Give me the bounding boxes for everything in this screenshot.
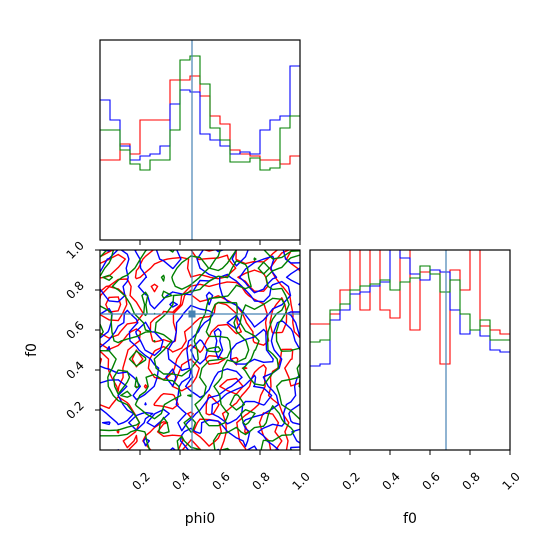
x-tick-label: 0.6 bbox=[209, 469, 232, 492]
x-tick-label: 0.4 bbox=[379, 469, 402, 492]
histogram-phi0 bbox=[99, 39, 301, 245]
contour-phi0-f0: 0.2 0.4 0.6 0.8 1.0 0.2 0.4 0.6 0.8 1.0 bbox=[63, 238, 312, 492]
x-tick-label: 0.2 bbox=[339, 469, 362, 492]
truth-marker bbox=[188, 310, 196, 318]
x-tick-label: 0.4 bbox=[169, 469, 192, 492]
histogram-f0: 0.2 0.4 0.6 0.8 1.0 bbox=[309, 249, 523, 493]
x-tick-label: 0.8 bbox=[249, 469, 272, 492]
hist-series-green bbox=[100, 55, 300, 171]
hist-series-green bbox=[310, 265, 510, 343]
x-tick-label: 1.0 bbox=[499, 469, 522, 492]
x-tick-label: 0.8 bbox=[459, 469, 482, 492]
y-tick-label: 0.8 bbox=[63, 278, 86, 301]
y-tick-label: 1.0 bbox=[63, 238, 86, 261]
xlabel-phi0: phi0 bbox=[185, 511, 216, 527]
hist-series-blue bbox=[100, 65, 300, 161]
xlabel-f0: f0 bbox=[403, 511, 417, 527]
y-tick-label: 0.2 bbox=[63, 398, 86, 421]
x-tick-label: 1.0 bbox=[289, 469, 312, 492]
hist-series-red bbox=[310, 250, 510, 365]
y-tick-label: 0.4 bbox=[63, 358, 86, 381]
x-tick-label: 0.2 bbox=[129, 469, 152, 492]
x-tick-label: 0.6 bbox=[419, 469, 442, 492]
contour-series-green bbox=[100, 250, 300, 450]
contour-frame bbox=[99, 249, 301, 451]
histogram-phi0-frame bbox=[99, 39, 301, 241]
histogram-f0-frame bbox=[309, 249, 511, 451]
ylabel-f0: f0 bbox=[24, 343, 40, 357]
y-tick-label: 0.6 bbox=[63, 318, 86, 341]
